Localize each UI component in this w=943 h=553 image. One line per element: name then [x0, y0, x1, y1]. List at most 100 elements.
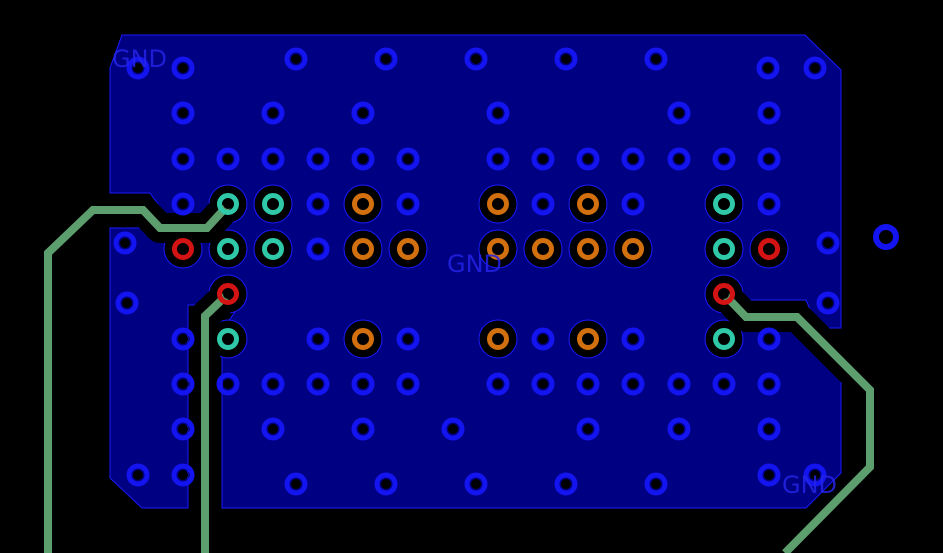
- via: [261, 417, 285, 441]
- pad-orange[interactable]: [352, 193, 374, 215]
- via: [396, 147, 420, 171]
- via: [667, 417, 691, 441]
- via: [351, 147, 375, 171]
- via-hole: [764, 199, 774, 209]
- pad-orange[interactable]: [352, 238, 374, 260]
- via-hole: [133, 63, 143, 73]
- via-hole: [381, 54, 391, 64]
- via-hole: [313, 244, 323, 254]
- pad-orange[interactable]: [532, 238, 554, 260]
- via-hole: [178, 108, 188, 118]
- pad-red[interactable]: [713, 283, 735, 305]
- via-hole: [810, 470, 820, 480]
- pad-hole: [223, 289, 233, 299]
- via: [873, 224, 899, 250]
- via-hole: [881, 232, 891, 242]
- pad-orange[interactable]: [622, 238, 644, 260]
- pad-orange[interactable]: [487, 238, 509, 260]
- pad-orange[interactable]: [487, 328, 509, 350]
- via-hole: [403, 199, 413, 209]
- pad-orange[interactable]: [352, 328, 374, 350]
- pad-teal[interactable]: [217, 238, 239, 260]
- pad-teal[interactable]: [262, 238, 284, 260]
- via-hole: [223, 379, 233, 389]
- via-hole: [719, 154, 729, 164]
- via-hole: [823, 238, 833, 248]
- via: [396, 192, 420, 216]
- via-hole: [674, 154, 684, 164]
- via: [115, 291, 139, 315]
- pad-red[interactable]: [172, 238, 194, 260]
- pad-hole: [358, 334, 368, 344]
- signal-trace[interactable]: [44, 202, 231, 553]
- via-hole: [538, 379, 548, 389]
- via: [171, 192, 195, 216]
- via-hole: [493, 379, 503, 389]
- via: [306, 237, 330, 261]
- via: [644, 472, 668, 496]
- via: [621, 327, 645, 351]
- pad-orange[interactable]: [577, 238, 599, 260]
- pad-orange[interactable]: [397, 238, 419, 260]
- via-hole: [358, 379, 368, 389]
- via: [261, 147, 285, 171]
- via: [554, 472, 578, 496]
- pad-teal[interactable]: [713, 238, 735, 260]
- via: [126, 463, 150, 487]
- pad-red[interactable]: [758, 238, 780, 260]
- via-hole: [178, 379, 188, 389]
- pad-teal[interactable]: [217, 193, 239, 215]
- via-hole: [178, 63, 188, 73]
- pad-hole: [719, 244, 729, 254]
- via-hole: [120, 238, 130, 248]
- via: [126, 56, 150, 80]
- via-layer: [113, 47, 899, 496]
- pad-teal[interactable]: [713, 328, 735, 350]
- pad-orange[interactable]: [577, 193, 599, 215]
- pad-teal[interactable]: [262, 193, 284, 215]
- via: [171, 417, 195, 441]
- pad-red[interactable]: [217, 283, 239, 305]
- via: [261, 372, 285, 396]
- via: [531, 192, 555, 216]
- via: [486, 101, 510, 125]
- via-hole: [764, 470, 774, 480]
- pad-hole: [493, 199, 503, 209]
- pad-hole: [403, 244, 413, 254]
- pad-hole: [178, 244, 188, 254]
- via-hole: [823, 298, 833, 308]
- via-hole: [223, 154, 233, 164]
- pad-orange[interactable]: [487, 193, 509, 215]
- via: [306, 192, 330, 216]
- via: [171, 463, 195, 487]
- via-hole: [538, 199, 548, 209]
- via-hole: [628, 154, 638, 164]
- via-hole: [178, 470, 188, 480]
- via: [667, 372, 691, 396]
- via: [216, 147, 240, 171]
- signal-trace[interactable]: [721, 291, 874, 553]
- pad-teal[interactable]: [713, 193, 735, 215]
- pad-orange[interactable]: [577, 328, 599, 350]
- via-hole: [493, 108, 503, 118]
- via-hole: [674, 424, 684, 434]
- via: [621, 192, 645, 216]
- via: [351, 417, 375, 441]
- via-hole: [583, 424, 593, 434]
- pad-teal[interactable]: [217, 328, 239, 350]
- via-hole: [268, 424, 278, 434]
- via-hole: [178, 199, 188, 209]
- pad-hole: [583, 199, 593, 209]
- via-hole: [178, 154, 188, 164]
- via-hole: [628, 199, 638, 209]
- via-hole: [583, 154, 593, 164]
- via-hole: [313, 154, 323, 164]
- via: [667, 101, 691, 125]
- via: [576, 417, 600, 441]
- pad-hole: [358, 244, 368, 254]
- via: [803, 56, 827, 80]
- via-hole: [291, 54, 301, 64]
- via-hole: [493, 154, 503, 164]
- via: [757, 147, 781, 171]
